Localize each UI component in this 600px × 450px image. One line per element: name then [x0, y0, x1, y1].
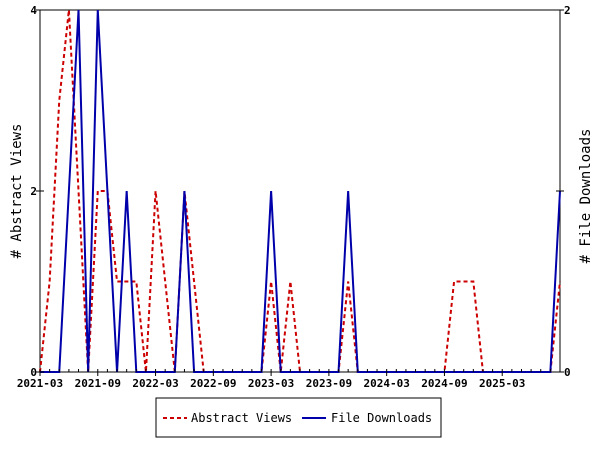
legend-label-file-downloads: File Downloads — [331, 411, 432, 425]
y-right-tick-label: 2 — [564, 4, 571, 17]
x-tick-label: 2022-03 — [132, 377, 178, 390]
y-left-tick-label: 2 — [30, 185, 37, 198]
tick-layer: 2021-03 2021-09 2022-03 2022-09 2023-03 2023-… — [17, 4, 571, 390]
y-left-tick-label: 4 — [30, 4, 37, 17]
x-tick-label: 2023-03 — [248, 377, 294, 390]
x-tick-label: 2025-03 — [479, 377, 525, 390]
x-tick-label: 2024-03 — [363, 377, 409, 390]
y-left-tick-label: 0 — [30, 366, 37, 379]
legend-box — [155, 397, 442, 438]
x-tick-label: 2021-09 — [75, 377, 121, 390]
x-tick-label: 2024-09 — [421, 377, 467, 390]
plot-area — [39, 9, 561, 373]
y-right-tick-label: 0 — [564, 366, 571, 379]
x-tick-label: 2021-03 — [17, 377, 63, 390]
x-tick-label: 2023-09 — [306, 377, 352, 390]
left-axis-title: # Abstract Views — [9, 124, 25, 259]
x-tick-label: 2022-09 — [190, 377, 236, 390]
legend: Abstract Views File Downloads — [155, 397, 442, 438]
legend-label-abstract-views: Abstract Views — [191, 411, 292, 425]
right-axis-title: # File Downloads — [578, 129, 594, 264]
series-line-abstract-views — [39, 9, 561, 373]
